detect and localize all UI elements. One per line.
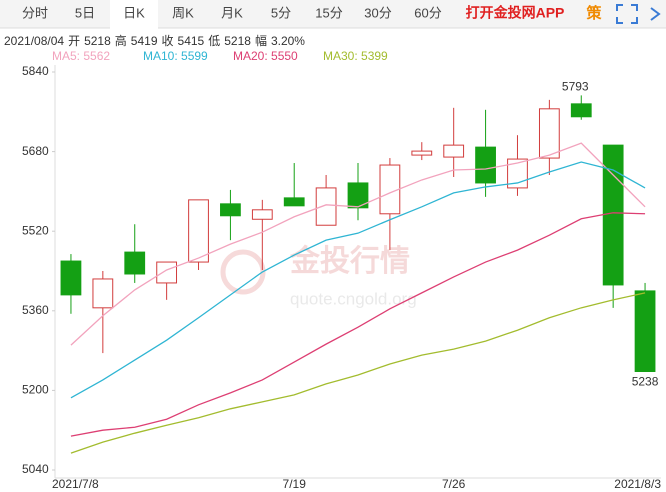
info-change: 3.20%: [271, 34, 305, 48]
legend-entry: MA10: 5599: [143, 49, 208, 63]
candle-body: [411, 150, 433, 156]
info-open: 5218: [84, 34, 111, 48]
tab[interactable]: 月K: [221, 5, 243, 20]
candle-body: [156, 261, 178, 284]
candle-body: [315, 187, 337, 226]
ma-line: [70, 212, 646, 437]
y-tick-label: 5040: [22, 462, 49, 476]
candle-body: [570, 103, 592, 118]
ma-line: [70, 142, 646, 346]
tab[interactable]: 分时: [22, 5, 48, 20]
fullscreen-icon[interactable]: [616, 4, 638, 24]
y-tick-label: 5840: [22, 64, 49, 78]
tab[interactable]: 日K: [123, 5, 145, 20]
info-low: 5218: [224, 34, 251, 48]
info-date: 2021/08/04: [4, 34, 64, 48]
y-tick-label: 5680: [22, 144, 49, 158]
candle-body: [443, 144, 465, 158]
candle-body: [92, 278, 114, 309]
y-tick-label: 5360: [22, 303, 49, 317]
low-label: 5238: [632, 375, 659, 389]
high-label: 5793: [562, 80, 589, 94]
candle-body: [220, 203, 241, 217]
info-change-label: 幅: [255, 33, 267, 48]
info-close: 5415: [178, 34, 205, 48]
legend-entry: MA20: 5550: [233, 49, 298, 63]
ma-line: [70, 161, 646, 399]
y-tick-label: 5520: [22, 223, 49, 237]
candle-body: [188, 199, 209, 263]
info-close-label: 收: [162, 34, 174, 48]
candle-body: [347, 182, 369, 209]
candle-body: [283, 197, 305, 207]
fullscreen-glyph: [616, 4, 638, 24]
candle-body: [475, 146, 496, 184]
x-tick-label: 2021/7/8: [52, 477, 99, 491]
info-low-label: 低: [208, 34, 220, 48]
watermark: 金投行情 quote.cngold.org: [220, 244, 417, 308]
info-high-label: 高: [115, 33, 127, 48]
tab[interactable]: 5分: [271, 5, 291, 20]
candle-body: [251, 209, 273, 220]
tab[interactable]: 15分: [315, 5, 342, 20]
candle-body: [124, 251, 146, 275]
legend-entry: MA5: 5562: [52, 49, 110, 63]
y-tick-label: 5200: [22, 383, 49, 397]
candle-body: [538, 108, 560, 159]
tab-selected-bg: [110, 0, 158, 29]
candle-body: [634, 290, 656, 372]
tab[interactable]: 5日: [75, 5, 95, 20]
candle-body: [60, 260, 82, 296]
legend-entry: MA30: 5399: [323, 49, 388, 63]
strategy-icon[interactable]: 策: [585, 4, 602, 22]
collapse-icon[interactable]: [650, 7, 661, 21]
info-open-label: 开: [68, 34, 80, 48]
tab[interactable]: 60分: [414, 5, 441, 20]
app-link[interactable]: 打开金投网APP: [466, 5, 565, 21]
x-tick-label: 7/19: [283, 477, 307, 491]
info-high: 5419: [131, 34, 158, 48]
watermark-url: quote.cngold.org: [290, 289, 417, 308]
tab[interactable]: 30分: [364, 5, 391, 20]
x-tick-label: 2021/8/3: [614, 477, 661, 491]
tab[interactable]: 周K: [172, 5, 194, 20]
x-tick-label: 7/26: [442, 477, 466, 491]
candle-body: [602, 144, 624, 286]
ma-line: [70, 292, 646, 454]
